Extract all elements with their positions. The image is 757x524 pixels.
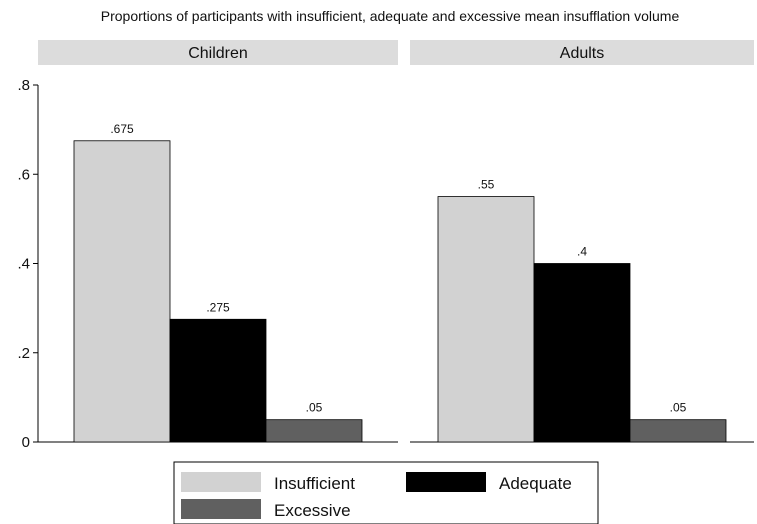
legend-item-excessive: Excessive (181, 499, 351, 520)
data-label: .4 (577, 245, 587, 259)
legend-item-adequate: Adequate (406, 472, 572, 493)
chart-panels: Children .675 .275 .05 Adults .55 .4 .05 (38, 40, 754, 443)
legend-label: Insufficient (274, 474, 355, 493)
panel-strip (38, 40, 398, 65)
panel-strip (410, 40, 754, 65)
data-label: .05 (670, 401, 687, 415)
y-tick-label: .6 (17, 166, 30, 183)
y-tick-label: .4 (17, 256, 30, 273)
legend-label: Adequate (499, 474, 572, 493)
bar-children-excessive (265, 419, 363, 443)
panel-title: Children (188, 45, 248, 62)
y-tick-label: 0 (22, 434, 30, 451)
legend-swatch (181, 499, 261, 519)
legend-swatch (181, 472, 261, 492)
y-axis: 0 .2 .4 .6 .8 (17, 77, 39, 451)
legend-label: Excessive (274, 501, 351, 520)
panel-title: Adults (560, 45, 604, 62)
y-tick-label: .8 (17, 77, 30, 94)
panel-children: Children .675 .275 .05 (38, 40, 398, 443)
legend-swatch (406, 472, 486, 492)
data-label: .275 (206, 300, 230, 314)
data-label: .05 (306, 401, 323, 415)
chart-title: Proportions of participants with insuffi… (101, 8, 680, 24)
data-label: .55 (478, 178, 495, 192)
bar-adults-adequate (533, 263, 631, 443)
legend: Insufficient Adequate Excessive (173, 461, 599, 524)
panel-adults: Adults .55 .4 .05 (410, 40, 754, 443)
y-tick-label: .2 (17, 345, 30, 362)
data-label: .675 (110, 122, 134, 136)
bar-children-insufficient (73, 140, 171, 443)
bar-children-adequate (169, 318, 267, 443)
bar-adults-insufficient (437, 196, 535, 443)
legend-item-insufficient: Insufficient (181, 472, 355, 493)
bar-adults-excessive (629, 419, 727, 443)
